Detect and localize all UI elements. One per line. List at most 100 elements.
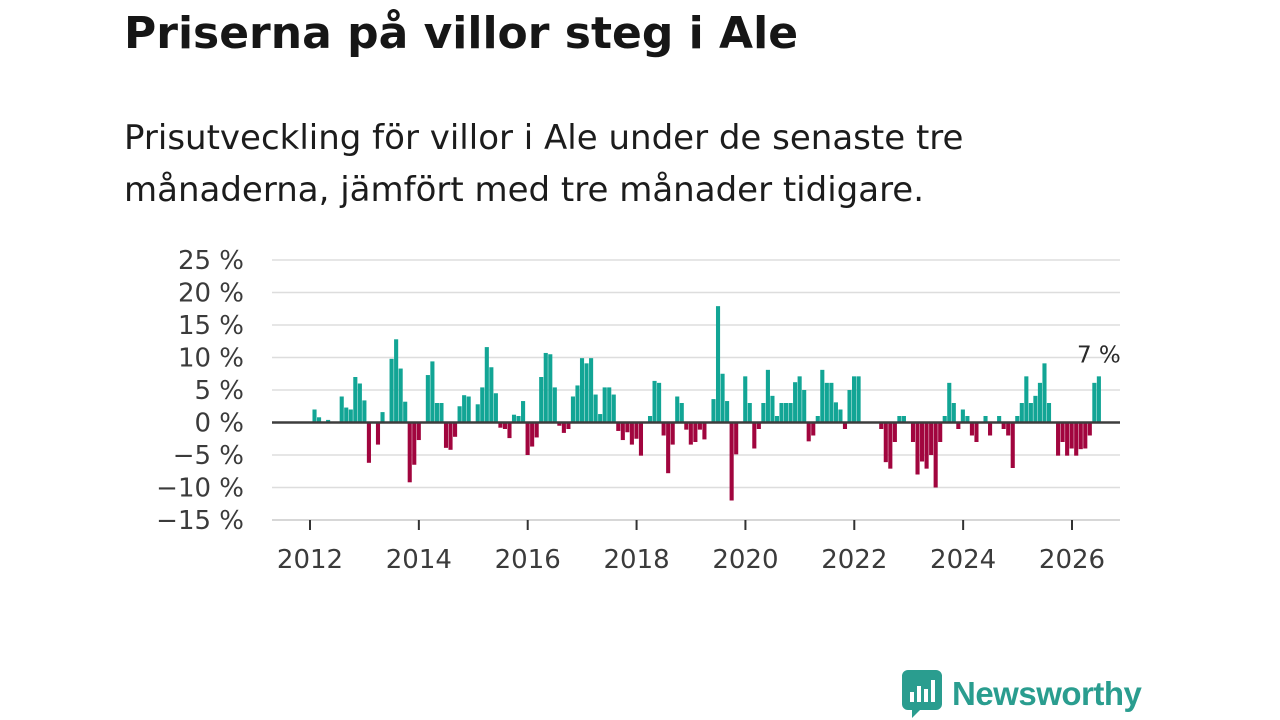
bar [1046,403,1052,423]
bar [362,400,367,423]
bar [684,422,689,430]
y-tick-label: 0 % [194,409,244,439]
bar [1042,363,1047,423]
chart-subtitle: Prisutveckling för villor i Ale under de… [124,118,964,210]
y-tick-label: 25 % [178,246,244,276]
bar [534,422,539,438]
bar [965,416,970,423]
bar [552,387,557,423]
bar [910,422,916,442]
bar [638,422,644,456]
newsworthy-logo[interactable]: Newsworthy [902,670,1142,718]
bar [1010,422,1015,468]
bar [892,422,897,442]
bar [575,385,580,423]
bar [525,422,530,455]
bar [1078,422,1083,450]
bar [566,422,571,429]
bar [734,422,739,455]
bar [584,363,589,423]
bar [1087,422,1092,436]
bar [579,358,585,423]
bar [507,422,512,439]
bar [675,396,680,423]
bar [824,382,829,423]
bar [770,395,775,423]
x-tick-label: 2018 [603,545,669,575]
bar [956,422,961,429]
bar [1092,382,1097,423]
bar [951,403,956,423]
bar [543,352,548,423]
bar [498,422,503,428]
bar [969,422,974,436]
bar [493,393,498,423]
bar [815,416,820,423]
bar [634,422,639,439]
bar [693,422,698,442]
bar [856,376,861,423]
y-tick-label: 15 % [178,311,244,341]
bar [489,367,494,423]
bar [1006,422,1011,436]
bar [1019,403,1024,423]
bar [1015,416,1020,423]
bar [317,417,322,423]
bar [793,382,798,423]
bar [561,422,566,433]
bar [1083,422,1088,449]
bar [1024,376,1029,423]
bar [348,409,353,423]
y-tick-label: 20 % [178,279,244,309]
bar [960,409,965,423]
bar [852,376,857,423]
bar [1069,422,1074,449]
bar [711,399,716,423]
x-tick-label: 2020 [712,545,778,575]
bar [938,422,943,442]
bar [380,412,385,423]
bar-chart: −15 %−10 %−5 %0 %5 %10 %15 %20 %25 % 2012… [156,246,1121,575]
bar [412,422,417,465]
bar [1028,403,1033,423]
bar [466,396,471,423]
bar [607,387,612,423]
bar [983,416,988,423]
x-tick-label: 2012 [277,545,343,575]
bar [398,368,403,423]
bar [666,422,671,474]
y-tick-label: 10 % [178,344,244,374]
bar [1074,422,1079,456]
bar [339,396,344,423]
bar [647,416,653,423]
bar [838,409,843,423]
bar [357,383,362,423]
bar [598,414,603,423]
bar [443,422,449,448]
latest-value-label: 7 % [1077,342,1121,368]
bar [942,416,947,423]
bar [747,403,752,423]
bars [312,306,1101,501]
x-tick-label: 2024 [930,545,996,575]
x-tick-label: 2014 [386,545,452,575]
bar [820,369,825,423]
bar [434,403,439,423]
bar [920,422,925,462]
bar [439,403,444,423]
bar [765,369,770,423]
bar [557,422,562,426]
bar [326,419,331,423]
bar [394,339,399,423]
bar [453,422,458,437]
x-tick-label: 2022 [821,545,887,575]
bar [752,422,757,449]
bar [688,422,693,445]
bar [1033,395,1038,423]
bar [842,422,848,429]
bar [389,358,394,423]
bar [353,377,358,423]
bar [725,401,730,423]
bar [611,394,616,423]
bar [593,394,598,423]
